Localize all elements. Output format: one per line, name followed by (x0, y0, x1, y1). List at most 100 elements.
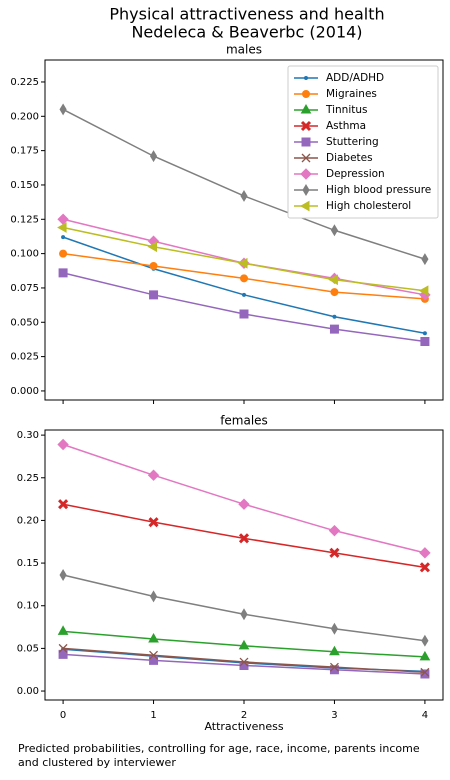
data-point (330, 224, 339, 237)
data-point (329, 547, 340, 558)
y-tick-label: 0.100 (10, 249, 39, 260)
data-point (147, 469, 160, 481)
legend-marker (300, 103, 312, 114)
data-point (330, 622, 339, 635)
data-point (329, 662, 339, 672)
data-point (149, 261, 158, 270)
legend-marker (301, 137, 311, 147)
y-tick-label: 0.175 (10, 146, 39, 157)
data-point (148, 517, 159, 528)
data-point (422, 331, 427, 336)
y-tick-label: 0.10 (17, 601, 39, 612)
y-tick-label: 0.15 (17, 558, 39, 569)
data-point (421, 634, 429, 647)
data-point (240, 608, 248, 621)
y-tick-label: 0.050 (10, 317, 39, 328)
y-tick-label: 0.200 (10, 111, 39, 122)
x-tick-label: 4 (422, 710, 428, 721)
legend-label: Tinnitus (325, 104, 367, 116)
legend-label: ADD/ADHD (326, 72, 384, 84)
data-point (328, 524, 341, 537)
data-point (420, 669, 430, 679)
y-tick-label: 0.125 (10, 214, 39, 225)
legend-marker (304, 76, 308, 80)
data-point (332, 314, 337, 319)
legend-marker (300, 120, 312, 132)
data-point (240, 189, 248, 202)
data-point (328, 274, 338, 286)
y-tick-label: 0.025 (10, 352, 39, 363)
data-point (238, 533, 250, 544)
data-point (58, 499, 69, 510)
data-point (420, 337, 430, 347)
data-point (149, 290, 159, 300)
data-point (57, 438, 69, 451)
data-point (418, 285, 429, 297)
legend-label: Depression (326, 168, 385, 180)
data-point (330, 288, 339, 297)
data-point (329, 645, 340, 656)
x-tick-label: 3 (331, 710, 337, 721)
legend-label: Migraines (326, 88, 377, 100)
series-line (62, 574, 426, 642)
legend-marker (302, 184, 310, 196)
plot-frame (44, 59, 444, 401)
x-tick-label: 2 (241, 710, 247, 721)
caption: and clustered by interviewer (18, 756, 176, 769)
data-point (242, 292, 246, 297)
legend-label: Asthma (326, 120, 366, 132)
data-point (238, 639, 250, 650)
figure-subtitle: Nedeleca & Beaverbc (2014) (131, 23, 362, 42)
figure-title: Physical attractiveness and health (109, 5, 384, 24)
y-tick-label: 0.075 (10, 283, 39, 294)
data-point (147, 241, 158, 253)
x-tick-label: 1 (150, 710, 156, 721)
data-point (58, 643, 68, 653)
y-tick-label: 0.25 (17, 473, 39, 484)
legend-marker (301, 153, 311, 163)
y-tick-label: 0.30 (17, 430, 39, 441)
data-point (419, 650, 431, 661)
data-point (149, 150, 158, 163)
legend-marker (299, 200, 310, 212)
data-point (238, 498, 250, 510)
legend-marker (302, 90, 310, 98)
data-point (237, 257, 248, 269)
legend-box (287, 65, 439, 219)
x-axis-label: Attractiveness (204, 720, 283, 733)
data-point (419, 547, 431, 559)
data-point (61, 235, 66, 240)
legend-label: High cholesterol (326, 200, 411, 212)
x-tick-label: 0 (60, 710, 66, 721)
data-point (420, 667, 430, 677)
y-tick-label: 0.05 (17, 643, 39, 654)
data-point (149, 650, 159, 660)
series-line (62, 272, 426, 343)
legend-label: Stuttering (326, 136, 379, 148)
series-line (62, 503, 426, 569)
data-point (240, 274, 248, 283)
y-tick-label: 0.225 (10, 77, 39, 88)
data-point (419, 562, 430, 573)
legend-label: Diabetes (326, 152, 373, 164)
legend-marker (300, 168, 312, 180)
data-point (57, 625, 69, 635)
axis-title: males (226, 43, 262, 57)
legend-label: High blood pressure (326, 184, 431, 196)
axis-title: females (220, 414, 268, 428)
data-point (59, 569, 67, 581)
y-tick-label: 0.00 (17, 686, 39, 697)
caption: Predicted probabilities, controlling for… (18, 742, 420, 755)
data-point (57, 222, 67, 233)
y-tick-label: 0.150 (10, 180, 39, 191)
y-tick-label: 0.000 (10, 386, 39, 397)
y-tick-label: 0.20 (17, 515, 39, 526)
data-point (239, 309, 249, 319)
data-point (329, 324, 339, 334)
data-point (58, 268, 68, 278)
plot-frame (44, 429, 444, 701)
data-point (148, 632, 159, 643)
data-point (149, 590, 158, 603)
data-point (421, 253, 429, 266)
